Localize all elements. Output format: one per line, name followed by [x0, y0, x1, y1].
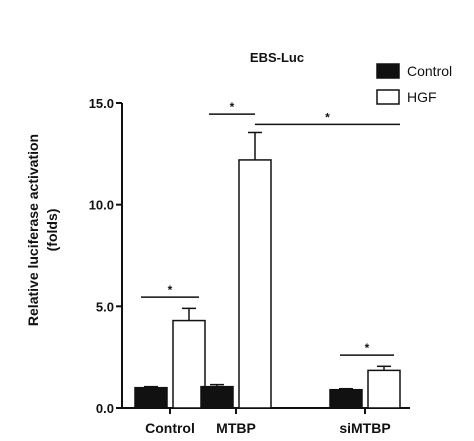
- y-tick-label: 5.0: [96, 299, 114, 314]
- legend-swatch: [376, 63, 400, 79]
- y-tick-label: 0.0: [96, 401, 114, 416]
- significance-star: *: [325, 110, 330, 124]
- x-tick-label: siMTBP: [339, 420, 390, 436]
- significance-star: *: [168, 283, 173, 297]
- error-bars: [144, 131, 391, 390]
- bar: [367, 369, 401, 409]
- significance-star: *: [365, 341, 370, 355]
- bars: [134, 159, 401, 409]
- x-tick-label: MTBP: [216, 420, 256, 436]
- bar: [238, 159, 272, 409]
- chart-title: EBS-Luc: [250, 50, 304, 65]
- bar: [329, 388, 363, 409]
- y-tick-label: 10.0: [89, 198, 114, 213]
- x-tick-label: Control: [145, 420, 195, 436]
- bar: [200, 385, 234, 409]
- bar: [134, 386, 168, 409]
- legend-swatch: [376, 89, 400, 105]
- y-axis-label-line1: Relative luciferase activation: [25, 134, 41, 326]
- legend-label: HGF: [407, 89, 437, 105]
- y-axis-label-line2: (folds): [44, 209, 60, 252]
- legend: Control HGF: [376, 63, 452, 105]
- significance-markers: * * * *: [141, 100, 400, 356]
- y-tick-label: 15.0: [89, 96, 114, 111]
- legend-label: Control: [407, 63, 452, 79]
- bar: [172, 319, 206, 409]
- significance-star: *: [230, 100, 235, 114]
- axes: 0.0 5.0 10.0 15.0 Control MTBP siMTBP: [89, 96, 410, 436]
